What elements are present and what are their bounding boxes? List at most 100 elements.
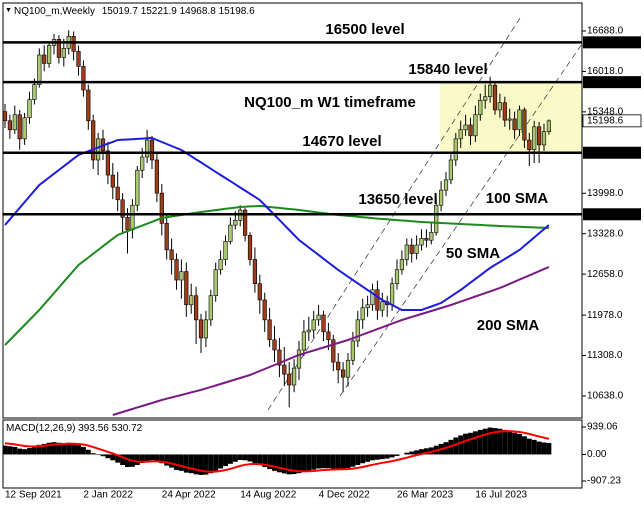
candle-body (502, 102, 507, 121)
candle-body (517, 109, 522, 131)
level-label-box (583, 146, 641, 159)
macd-bar (149, 454, 155, 461)
candle-body (424, 238, 429, 241)
macd-title: MACD(12,26,9) (6, 423, 75, 434)
candle-body (438, 189, 444, 206)
macd-bar (419, 449, 424, 455)
candle-body (218, 259, 223, 271)
macd-bar (247, 454, 253, 462)
candle-body (194, 295, 199, 321)
candle-body (536, 126, 542, 146)
candle-body (336, 361, 341, 371)
macd-bar (306, 454, 312, 471)
candle-body (169, 249, 174, 260)
sma-line (4, 204, 549, 346)
level-label: 15840.0 (587, 77, 624, 88)
signal-line (4, 430, 550, 473)
candle-body (71, 36, 76, 52)
candle-body (306, 329, 311, 333)
candle-body (86, 89, 91, 122)
macd-bar (502, 429, 508, 455)
macd-bar (242, 454, 248, 461)
x-tick-label: 16 Jul 2023 (475, 490, 527, 501)
macd-bar (267, 454, 273, 470)
price-label-box (582, 114, 642, 128)
macd-bar (394, 454, 400, 456)
candle-body (291, 367, 297, 386)
candle-body (301, 331, 307, 351)
macd-bar (17, 448, 23, 455)
candle-body (434, 204, 439, 233)
candle-body (389, 283, 395, 306)
y-tick-label: 11978.0 (587, 310, 623, 321)
macd-bar (188, 454, 194, 474)
candle-body (37, 54, 42, 85)
candle-body (370, 289, 375, 306)
main-frame (2, 2, 583, 419)
candle-body (7, 120, 13, 131)
macd-bar (497, 428, 503, 455)
macd-bar (95, 454, 101, 456)
macd-bar (12, 446, 18, 455)
candle-body (380, 301, 385, 311)
candle-body (532, 126, 537, 151)
candle-body (282, 364, 287, 375)
candle-body (345, 359, 351, 378)
macd-bar (7, 446, 13, 455)
triangle-icon: ▼ (5, 7, 12, 14)
candle-body (497, 102, 503, 111)
macd-bar (262, 454, 268, 468)
y-tick-label: 13328.0 (587, 228, 624, 239)
y-tick-label: 15348.0 (587, 106, 624, 117)
candle-body (360, 307, 365, 321)
macd-bar (164, 454, 170, 466)
macd-bar (335, 454, 341, 470)
candle-body (478, 99, 483, 116)
candle-body (375, 289, 380, 311)
open-value: 15019.7 (102, 6, 139, 17)
candle-body (458, 129, 463, 140)
y-tick-label: 11308.0 (587, 350, 623, 361)
macd-bar (389, 454, 395, 458)
macd-bar (281, 454, 287, 474)
macd-bar (120, 454, 126, 465)
candle-body (149, 139, 155, 161)
macd-bar (203, 454, 209, 475)
candle-body (443, 179, 449, 191)
candle-body (27, 99, 32, 119)
candle-body (243, 209, 248, 236)
macd-bar (178, 454, 184, 471)
candle-body (429, 232, 434, 241)
candle-body (340, 369, 346, 378)
candle-body (2, 111, 8, 122)
channel-line (267, 14, 523, 411)
candle-body (546, 120, 551, 132)
close-value: 15198.6 (219, 6, 256, 17)
candle-body (22, 117, 27, 140)
series-label: 50 SMA (446, 245, 500, 262)
macd-bar (36, 444, 42, 455)
macd-bar (193, 454, 199, 475)
macd-bar (374, 454, 380, 460)
macd-bar (296, 454, 302, 474)
candle-body (228, 224, 233, 242)
macd-bar (301, 454, 307, 473)
x-tick-label: 14 Aug 2022 (240, 490, 297, 501)
macd-bar (370, 454, 375, 461)
candle-body (321, 314, 326, 333)
candle-body (125, 216, 130, 231)
macd-bar (22, 449, 28, 455)
macd-bar (276, 454, 282, 473)
candle-body (448, 159, 454, 181)
macd-bar (159, 454, 165, 464)
macd-bar (223, 454, 228, 467)
candle-body (110, 174, 115, 188)
candle-body (257, 283, 262, 301)
candle-body (12, 114, 17, 131)
candle-body (120, 199, 125, 218)
candle-body (365, 304, 370, 309)
high-value: 15221.9 (141, 6, 178, 17)
candle-body (189, 295, 194, 306)
